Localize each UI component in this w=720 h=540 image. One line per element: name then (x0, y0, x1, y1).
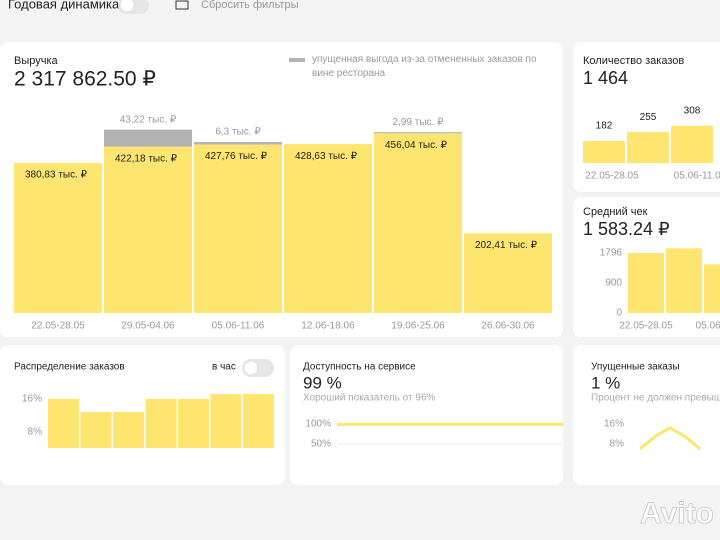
bar (80, 412, 112, 448)
bar (48, 398, 79, 448)
card-value: 1 464 (583, 68, 628, 88)
bar (704, 264, 720, 313)
data-label: 427,76 тыс. ₽ (205, 151, 268, 162)
toggle-knob (119, 0, 135, 13)
card-value: 1 % (591, 373, 620, 392)
bar (178, 398, 209, 448)
data-label: 43,22 тыс. ₽ (120, 114, 177, 125)
bar (666, 248, 702, 313)
bar-segment (14, 162, 102, 313)
bar (145, 398, 177, 448)
y-tick-label: 1796 (600, 247, 623, 258)
card-title: Доступность на сервисе (303, 362, 416, 373)
card-note: Процент не должен превыш (591, 393, 720, 404)
card-title: Средний чек (583, 206, 648, 218)
line (639, 426, 701, 451)
bar-segment (104, 129, 192, 147)
card-title: Количество заказов (583, 55, 684, 67)
card (573, 345, 720, 485)
x-tick-label: 19.06-25.06 (391, 321, 445, 332)
card-title: Выручка (14, 55, 59, 67)
x-tick-label: 26.06-30.06 (481, 321, 535, 332)
reset-icon (175, 0, 189, 10)
bar (113, 412, 144, 448)
bar-segment (194, 144, 282, 313)
card-title: Распределение заказов (14, 362, 125, 373)
bar (628, 253, 664, 313)
data-label: 308 (684, 105, 701, 116)
y-tick-label: 8% (610, 439, 625, 450)
legend-text: упущенная выгода из-за отмененных заказо… (312, 54, 537, 79)
bar (671, 125, 713, 163)
card-value: 1 583.24 ₽ (583, 219, 670, 239)
data-label: 456,04 тыс. ₽ (385, 140, 448, 151)
y-tick-label: 0 (616, 308, 622, 319)
bar (583, 140, 625, 163)
bar-segment (374, 132, 462, 134)
y-tick-label: 900 (605, 277, 622, 288)
x-tick-label: 12.06-18.06 (301, 321, 355, 332)
y-tick-label: 50% (311, 439, 331, 450)
x-tick-label: 05.06-11.06 (696, 321, 720, 332)
bar (243, 394, 274, 448)
toggle-label: в час (212, 362, 236, 373)
y-tick-label: 16% (22, 394, 42, 405)
bar-segment (374, 133, 462, 313)
bar-segment (194, 141, 282, 145)
data-label: 380,83 тыс. ₽ (25, 170, 88, 181)
bar-segment (464, 233, 552, 313)
toggle-knob (243, 360, 259, 376)
data-label: 6,3 тыс. ₽ (215, 127, 261, 138)
y-tick-label: 100% (305, 419, 331, 430)
reset-filters[interactable]: Сбросить фильтры (201, 0, 299, 11)
toggle-label: Годовая динамика (8, 0, 120, 11)
data-label: 202,41 тыс. ₽ (475, 240, 538, 251)
card-value: 99 % (303, 373, 342, 392)
x-tick-label: 22.05-28.05 (31, 321, 85, 332)
x-tick-label: 05.06-11.06 (674, 171, 720, 182)
data-label: 182 (596, 121, 613, 132)
x-tick-label: 22.05-28.05 (585, 171, 639, 182)
bar (210, 394, 242, 448)
card-value: 2 317 862.50 ₽ (14, 68, 156, 91)
bar-segment (104, 146, 192, 313)
card (290, 345, 563, 485)
data-label: 428,63 тыс. ₽ (295, 151, 358, 162)
bar (627, 132, 669, 163)
x-tick-label: 22.05-28.05 (619, 321, 673, 332)
card-note: Хороший показатель от 96% (303, 393, 436, 404)
legend-swatch (289, 58, 305, 62)
x-tick-label: 05.06-11.06 (212, 321, 265, 332)
data-label: 422,18 тыс. ₽ (115, 153, 178, 164)
y-tick-label: 16% (604, 419, 624, 430)
data-label: 255 (640, 112, 657, 123)
bar-segment (284, 144, 372, 313)
card-title: Упущенные заказы (591, 362, 680, 373)
y-tick-label: 8% (28, 426, 43, 437)
x-tick-label: 29.05-04.06 (121, 321, 175, 332)
watermark: Avito (640, 497, 714, 530)
data-label: 2,99 тыс. ₽ (393, 117, 445, 128)
